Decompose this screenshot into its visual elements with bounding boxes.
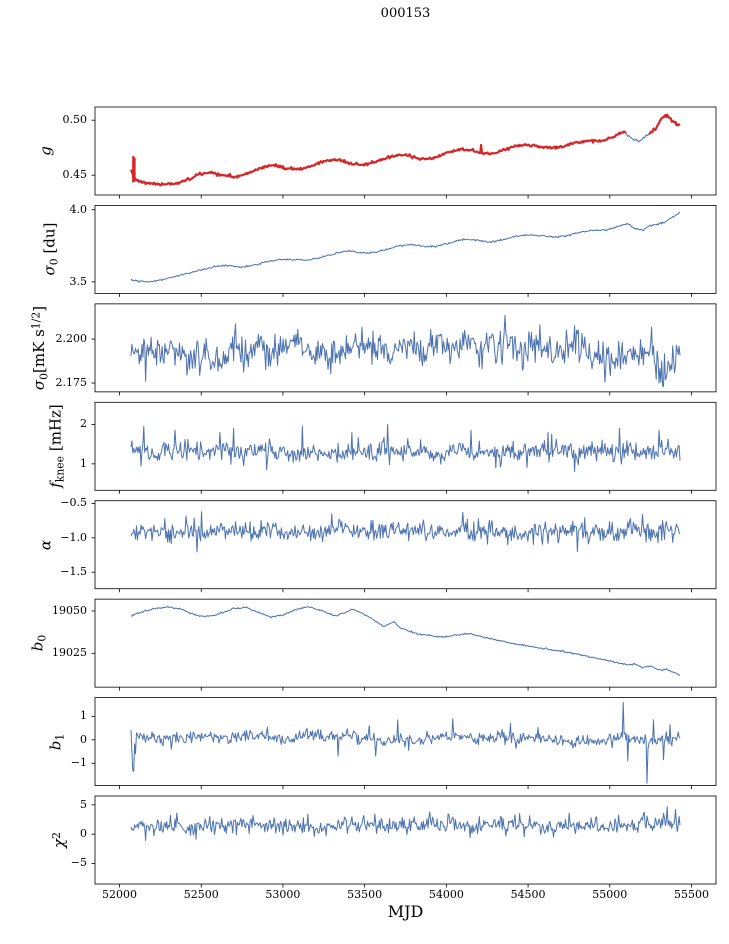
y-axis-label-b1: b1: [46, 733, 68, 750]
series-g-line: [130, 114, 681, 186]
panel-g: [91, 106, 717, 199]
axes-frame: [94, 795, 717, 885]
x-tick-label: 52500: [183, 888, 219, 901]
y-axis-label-part: 1: [53, 733, 67, 741]
y-axis-label-part: σ: [29, 379, 48, 390]
y-tick-label: 5: [80, 797, 87, 811]
y-axis-label-part: b: [27, 641, 46, 652]
y-axis-label-g: g: [36, 146, 55, 156]
panel-sigma0-du: [91, 205, 717, 297]
y-axis-label-part: [du]: [40, 222, 59, 259]
y-tick-label: −5: [70, 856, 87, 870]
y-axis-label-part: 2: [49, 832, 63, 839]
panel-chi2: [91, 795, 717, 888]
y-tick-label: −1.5: [60, 565, 87, 579]
series-chi2-line: [130, 806, 681, 841]
y-axis-label-chi2: χ2: [48, 832, 68, 848]
y-tick-label: −1.0: [60, 530, 87, 544]
y-axis-label-part: ]: [29, 305, 48, 312]
x-tick-label: 55000: [592, 888, 628, 901]
series-b0-line: [130, 605, 681, 676]
axes-frame: [94, 205, 717, 294]
y-axis-label-sigma0-du: σ0 [du]: [40, 222, 62, 276]
y-axis-label-part: [mK s: [29, 329, 48, 373]
y-tick-label: 19050: [52, 603, 87, 617]
y-axis-label-part: σ: [40, 265, 59, 276]
x-tick-label: 54500: [510, 888, 546, 901]
y-axis-label-part: 0: [36, 372, 50, 380]
series-fknee-line: [130, 423, 681, 473]
y-tick-label: 4.0: [69, 202, 88, 216]
series-sigma0-du-line: [130, 212, 681, 283]
series-g-overlay: [648, 113, 681, 136]
series-g-overlay: [129, 130, 627, 187]
x-tick-label: 52000: [102, 888, 137, 901]
panel-b0: [91, 598, 717, 691]
y-axis-label-part: f: [46, 482, 65, 489]
y-tick-label: −0.5: [60, 496, 87, 510]
y-axis-label-b0: b0: [27, 634, 50, 652]
series-alpha-line: [130, 511, 681, 553]
panel-b1: [91, 697, 717, 790]
x-tick-label: 55500: [673, 888, 709, 901]
series-b1-line: [130, 701, 681, 784]
axes-frame: [94, 106, 717, 196]
y-tick-label: 1: [80, 709, 87, 723]
chart-title: 000153: [380, 6, 431, 21]
y-axis-label-part: [mHz]: [46, 404, 65, 457]
axes-frame: [94, 303, 717, 393]
y-tick-label: −1: [70, 756, 87, 770]
axes-frame: [94, 401, 717, 491]
y-axis-label-fknee: fknee [mHz]: [46, 404, 68, 489]
y-axis-label-part: α: [36, 539, 55, 550]
y-tick-label: 2.175: [55, 376, 88, 390]
x-axis-label: MJD: [387, 902, 424, 921]
axes-frame: [94, 500, 717, 590]
panel-sigma0-mK: [91, 303, 717, 396]
x-tick-label: 53000: [265, 888, 301, 901]
y-tick-label: 0.50: [62, 113, 88, 127]
y-axis-label-part: 1/2: [29, 311, 43, 330]
y-tick-label: 2.200: [55, 332, 88, 346]
y-axis-label-part: b: [46, 740, 65, 750]
panel-fknee: [91, 401, 717, 494]
x-tick-label: 53500: [347, 888, 383, 901]
y-tick-label: 19025: [52, 646, 87, 660]
y-axis-label-alpha: α: [36, 539, 55, 550]
y-axis-label-part: 0: [47, 258, 61, 266]
y-tick-label: 3.5: [69, 274, 88, 288]
y-axis-label-sigma0-mK: σ0[mK s1/2]: [27, 306, 52, 390]
y-tick-label: 0: [80, 732, 87, 746]
y-axis-label-part: 0: [35, 634, 49, 642]
y-axis-label-part: χ: [50, 838, 69, 848]
y-tick-label: 0: [80, 827, 87, 841]
axes-frame: [94, 697, 717, 786]
y-tick-label: 1: [80, 456, 87, 470]
y-axis-label-part: g: [36, 146, 55, 156]
panel-alpha: [91, 500, 717, 593]
y-tick-label: 0.45: [62, 168, 88, 182]
x-tick-label: 54000: [428, 888, 464, 901]
y-axis-label-part: knee: [53, 456, 67, 483]
axes-frame: [94, 598, 717, 688]
series-sigma0-mK-line: [130, 314, 681, 388]
y-tick-label: 2: [80, 417, 87, 431]
